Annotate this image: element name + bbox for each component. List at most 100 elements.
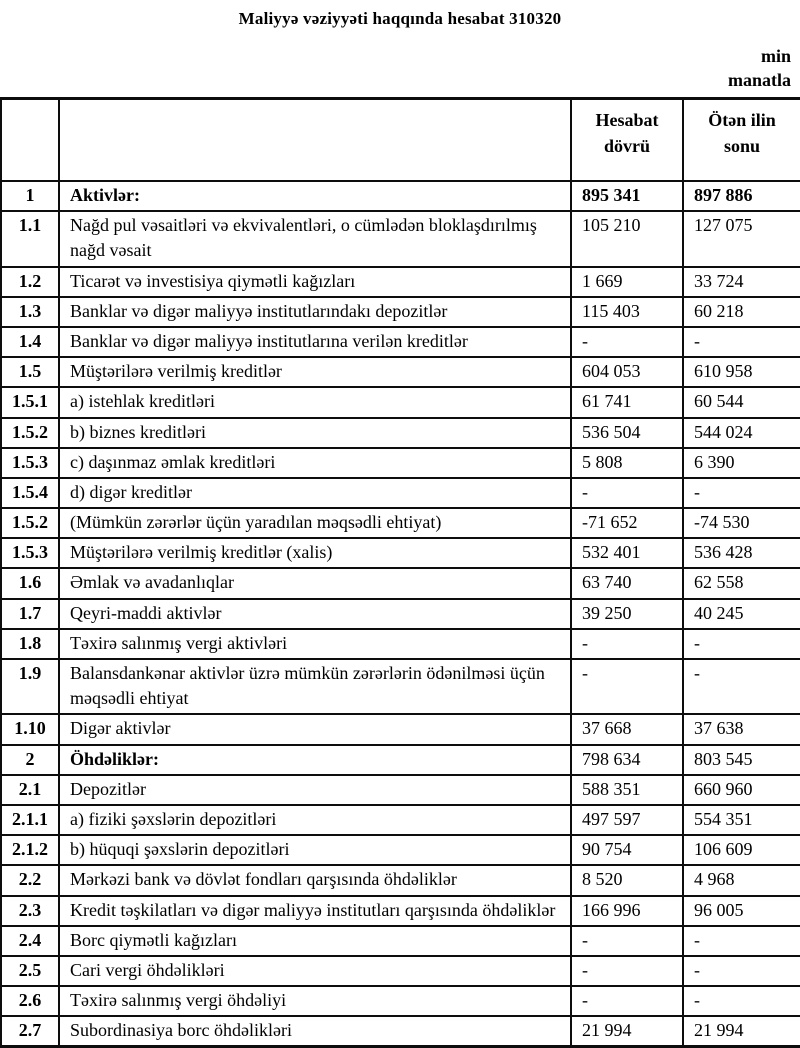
header-cell-previous-year-end: Ötən ilin sonu [682,97,800,182]
row-current-period-value: - [570,924,684,957]
row-number: 1.9 [0,657,60,716]
row-description: (Mümkün zərərlər üçün yaradılan məqsədli… [58,507,572,540]
row-previous-year-value: 127 075 [682,210,800,268]
row-number: 2.3 [0,894,60,927]
row-number: 1.5.2 [0,507,60,540]
row-previous-year-value: - [682,985,800,1018]
row-previous-year-value: - [682,627,800,661]
row-number: 2.1.2 [0,834,60,867]
row-current-period-value: 166 996 [570,894,684,927]
table-row: 2.6 Təxirə salınmış vergi öhdəliyi - - [0,985,800,1018]
table-row: 1.3 Banklar və digər maliyyə institutları… [0,295,800,328]
row-previous-year-value: - [682,325,800,359]
row-number: 2.6 [0,985,60,1018]
row-current-period-value: 63 740 [570,567,684,600]
table-row: 1 Aktivlər: 895 341 897 886 [0,179,800,213]
row-previous-year-value: 37 638 [682,713,800,746]
row-description: Ticarət və investisiya qiymətli kağızlar… [58,265,572,298]
table-row: 1.7 Qeyri-maddi aktivlər 39 250 40 245 [0,597,800,630]
row-current-period-value: 588 351 [570,773,684,806]
row-previous-year-value: 21 994 [682,1015,800,1048]
table-row: 2.7 Subordinasiya borc öhdəlikləri 21 994 2… [0,1015,800,1048]
row-current-period-value: - [570,627,684,661]
row-current-period-value: 8 520 [570,864,684,897]
row-number: 2.7 [0,1015,60,1048]
row-description: Balansdankənar aktivlər üzrə mümkün zərə… [58,657,572,716]
row-current-period-value: -71 652 [570,507,684,540]
row-previous-year-value: -74 530 [682,507,800,540]
row-description: Təxirə salınmış vergi aktivləri [58,627,572,661]
table-row: 1.9 Balansdankənar aktivlər üzrə mümkün z… [0,657,800,716]
table-row: 1.1 Nağd pul vəsaitləri və ekvivalentləri… [0,210,800,268]
row-current-period-value: 895 341 [570,179,684,213]
row-number: 2 [0,743,60,776]
row-previous-year-value: 544 024 [682,416,800,449]
row-previous-year-value: 4 968 [682,864,800,897]
table-row: 2.4 Borc qiymətli kağızları - - [0,924,800,957]
row-previous-year-value: - [682,954,800,988]
row-description: Öhdəliklər: [58,743,572,776]
row-previous-year-value: - [682,476,800,510]
row-number: 2.2 [0,864,60,897]
table-row: 2.5 Cari vergi öhdəlikləri - - [0,954,800,988]
row-description: Müştərilərə verilmiş kreditlər (xalis) [58,537,572,570]
row-description: Cari vergi öhdəlikləri [58,954,572,988]
row-description: Kredit təşkilatları və digər maliyyə ins… [58,894,572,927]
row-current-period-value: 497 597 [570,803,684,837]
row-previous-year-value: - [682,657,800,716]
row-previous-year-value: 60 544 [682,386,800,419]
row-current-period-value: 1 669 [570,265,684,298]
financial-position-table: Hesabat dövrü Ötən ilin sonu 1 Aktivlər: 8… [0,96,800,1048]
row-previous-year-value: 610 958 [682,356,800,389]
row-number: 1 [0,179,60,213]
row-number: 2.5 [0,954,60,988]
table-row: 1.10 Digər aktivlər 37 668 37 638 [0,713,800,746]
row-number: 2.4 [0,924,60,957]
row-current-period-value: - [570,657,684,716]
table-row: 1.5.3 c) daşınmaz əmlak kreditləri 5 808 6 … [0,446,800,479]
page-title: Maliyyə vəziyyəti haqqında hesabat 31032… [238,9,562,28]
table-row: 2.1.1 a) fiziki şəxslərin depozitləri 497 … [0,803,800,837]
row-description: Subordinasiya borc öhdəlikləri [58,1015,572,1048]
row-current-period-value: 90 754 [570,834,684,867]
row-current-period-value: 39 250 [570,597,684,630]
table-row: 2.1.2 b) hüquqi şəxslərin depozitləri 90 7… [0,834,800,867]
row-description: Qeyri-maddi aktivlər [58,597,572,630]
row-number: 1.5.3 [0,446,60,479]
header-row: Hesabat dövrü Ötən ilin sonu [0,97,800,182]
row-current-period-value: - [570,325,684,359]
row-description: Əmlak və avadanlıqlar [58,567,572,600]
row-number: 1.5.3 [0,537,60,570]
row-current-period-value: - [570,476,684,510]
row-number: 1.4 [0,325,60,359]
row-current-period-value: 604 053 [570,356,684,389]
table-header: Hesabat dövrü Ötən ilin sonu [0,97,800,182]
row-previous-year-value: 62 558 [682,567,800,600]
row-description: Banklar və digər maliyyə institutlarında… [58,295,572,328]
table-row: 1.5 Müştərilərə verilmiş kreditlər 604 053… [0,356,800,389]
row-current-period-value: 536 504 [570,416,684,449]
row-previous-year-value: 554 351 [682,803,800,837]
row-previous-year-value: 33 724 [682,265,800,298]
table-row: 2.3 Kredit təşkilatları və digər maliyyə … [0,894,800,927]
row-number: 1.10 [0,713,60,746]
table-row: 1.4 Banklar və digər maliyyə institutları… [0,325,800,359]
unit-label: min manatla [728,46,791,90]
row-description: Depozitlər [58,773,572,806]
row-number: 1.1 [0,210,60,268]
table-row: 2.2 Mərkəzi bank və dövlət fondları qarşı… [0,864,800,897]
row-previous-year-value: 60 218 [682,295,800,328]
row-previous-year-value: - [682,924,800,957]
row-number: 1.8 [0,627,60,661]
row-number: 1.5.4 [0,476,60,510]
row-description: b) biznes kreditləri [58,416,572,449]
row-description: Digər aktivlər [58,713,572,746]
row-current-period-value: 115 403 [570,295,684,328]
table-row: 1.5.2 (Mümkün zərərlər üçün yaradılan məq… [0,507,800,540]
row-current-period-value: 532 401 [570,537,684,570]
row-description: a) istehlak kreditləri [58,386,572,419]
row-description: Aktivlər: [58,179,572,213]
row-description: Müştərilərə verilmiş kreditlər [58,356,572,389]
row-description: c) daşınmaz əmlak kreditləri [58,446,572,479]
